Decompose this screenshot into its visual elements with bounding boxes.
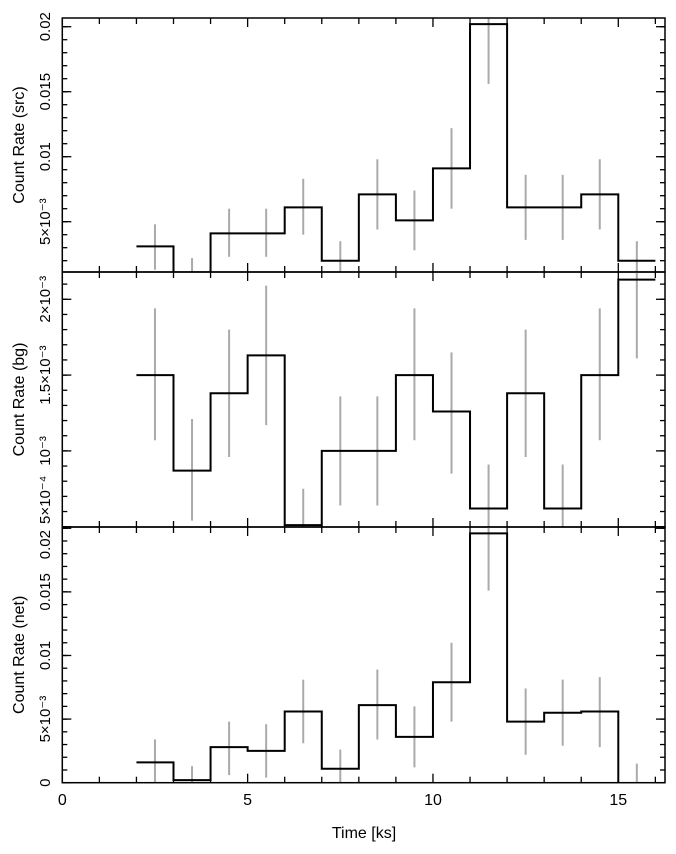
y-tick-label: 5×10⁻³ <box>37 198 54 245</box>
y-tick-label: 0 <box>37 779 54 787</box>
y-tick-label: 5×10⁻³ <box>37 696 54 743</box>
plot-area <box>136 527 638 783</box>
x-tick-label: 10 <box>424 792 442 809</box>
y-axis-label: Count Rate (net) <box>11 596 28 714</box>
y-tick-label: 2×10⁻³ <box>37 276 54 323</box>
y-axis-label: Count Rate (src) <box>11 86 28 203</box>
y-tick-label: 0.015 <box>37 573 54 611</box>
x-tick-label: 0 <box>58 792 67 809</box>
y-tick-label: 0.02 <box>37 530 54 559</box>
panel-frame <box>61 271 666 528</box>
panel-3: 0 5×10⁻³ 0.01 0.015 0.02 Count Rate (net) <box>11 526 666 787</box>
panel-frame <box>61 17 666 273</box>
step-line <box>136 278 656 527</box>
plot-area <box>136 272 656 527</box>
y-tick-label: 0.02 <box>37 12 54 41</box>
step-line <box>136 532 620 783</box>
panel-frame <box>61 526 666 784</box>
plot-area <box>136 18 656 272</box>
y-tick-label: 0.01 <box>37 641 54 670</box>
x-tick-label: 15 <box>609 792 627 809</box>
x-axis-label: Time [ks] <box>332 825 396 842</box>
y-axis-label: Count Rate (bg) <box>11 343 28 457</box>
step-line <box>136 23 656 272</box>
panel-2: 5×10⁻⁴ 10⁻³ 1.5×10⁻³ 2×10⁻³ Count Rate (bg) <box>11 271 666 528</box>
x-tick-label: 5 <box>243 792 252 809</box>
panel-1: 5×10⁻³ 0.01 0.015 0.02 Count Rate (src) <box>11 12 666 273</box>
y-tick-label: 0.01 <box>37 142 54 171</box>
y-tick-label: 0.015 <box>37 73 54 111</box>
y-tick-label: 5×10⁻⁴ <box>37 476 54 524</box>
y-tick-label: 10⁻³ <box>37 436 54 466</box>
y-tick-label: 1.5×10⁻³ <box>37 345 54 404</box>
